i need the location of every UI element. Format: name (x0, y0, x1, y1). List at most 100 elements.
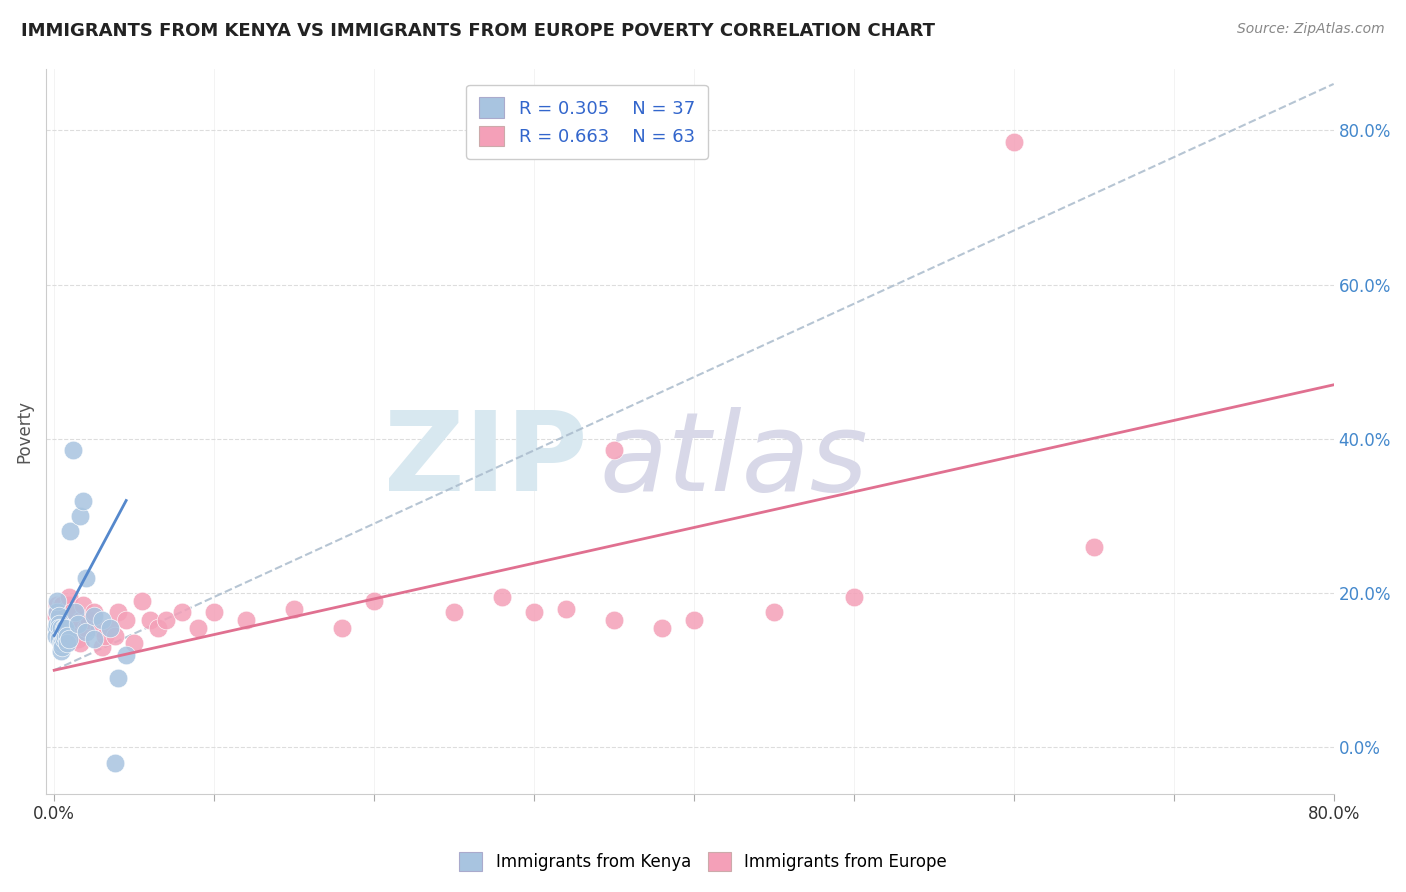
Point (283, 601, 305, 615)
Point (603, 613, 626, 627)
Point (98, 621, 121, 635)
Point (62, 443, 84, 458)
Point (122, 636, 145, 650)
Point (87, 621, 110, 635)
Point (555, 601, 578, 615)
Point (55, 621, 77, 635)
Point (46, 598, 69, 612)
Text: IMMIGRANTS FROM KENYA VS IMMIGRANTS FROM EUROPE POVERTY CORRELATION CHART: IMMIGRANTS FROM KENYA VS IMMIGRANTS FROM… (21, 22, 935, 40)
Point (131, 594, 153, 608)
Point (91, 613, 114, 627)
Point (55, 636, 77, 650)
Point (56, 613, 79, 627)
Legend: Immigrants from Kenya, Immigrants from Europe: Immigrants from Kenya, Immigrants from E… (451, 843, 955, 880)
Point (115, 648, 138, 662)
Point (60, 606, 83, 620)
Point (55, 632, 77, 647)
Point (49, 598, 72, 612)
Point (65, 624, 87, 639)
Point (49, 636, 72, 650)
Point (139, 613, 162, 627)
Point (104, 756, 127, 770)
Point (63, 606, 86, 620)
Point (45, 621, 67, 635)
Text: atlas: atlas (600, 407, 869, 514)
Point (51, 606, 73, 620)
Point (52, 632, 75, 647)
Point (69, 508, 91, 523)
Point (63, 628, 86, 642)
Point (48, 621, 70, 635)
Point (762, 606, 785, 620)
Point (48, 621, 70, 635)
Point (104, 628, 127, 642)
Point (523, 606, 546, 620)
Point (443, 606, 465, 620)
Point (56, 636, 79, 650)
Text: ZIP: ZIP (384, 407, 586, 514)
Point (62, 621, 84, 635)
Point (75, 571, 97, 585)
Point (79, 613, 101, 627)
Y-axis label: Poverty: Poverty (15, 400, 32, 463)
Point (51, 640, 73, 654)
Point (330, 621, 353, 635)
Point (107, 606, 129, 620)
Point (56, 628, 79, 642)
Point (75, 621, 97, 635)
Point (363, 594, 385, 608)
Point (52, 621, 75, 635)
Point (46, 606, 69, 620)
Point (651, 621, 673, 635)
Point (67, 632, 90, 647)
Point (91, 640, 114, 654)
Point (187, 621, 209, 635)
Point (48, 617, 70, 632)
Point (58, 598, 80, 612)
Point (172, 606, 194, 620)
Point (45, 609, 67, 624)
Point (155, 613, 177, 627)
Legend: R = 0.305    N = 37, R = 0.663    N = 63: R = 0.305 N = 37, R = 0.663 N = 63 (467, 85, 707, 159)
Point (56, 606, 79, 620)
Point (59, 524, 82, 539)
Point (69, 636, 91, 650)
Point (49, 613, 72, 627)
Point (51, 613, 73, 627)
Point (94, 628, 117, 642)
Point (72, 598, 94, 612)
Point (842, 590, 865, 604)
Point (1083, 540, 1105, 554)
Point (115, 613, 138, 627)
Point (67, 617, 90, 632)
Point (491, 590, 513, 604)
Point (83, 606, 105, 620)
Point (45, 628, 67, 642)
Point (51, 598, 73, 612)
Point (58, 590, 80, 604)
Text: Source: ZipAtlas.com: Source: ZipAtlas.com (1237, 22, 1385, 37)
Point (58, 632, 80, 647)
Point (55, 628, 77, 642)
Point (98, 621, 121, 635)
Point (52, 628, 75, 642)
Point (59, 621, 82, 635)
Point (72, 493, 94, 508)
Point (1002, 135, 1025, 149)
Point (48, 613, 70, 627)
Point (49, 621, 72, 635)
Point (70, 613, 93, 627)
Point (51, 636, 73, 650)
Point (46, 617, 69, 632)
Point (59, 628, 82, 642)
Point (52, 621, 75, 635)
Point (107, 671, 129, 685)
Point (48, 632, 70, 647)
Point (83, 609, 105, 624)
Point (46, 594, 69, 608)
Point (83, 632, 105, 647)
Point (49, 606, 72, 620)
Point (48, 609, 70, 624)
Point (46, 606, 69, 620)
Point (49, 644, 72, 658)
